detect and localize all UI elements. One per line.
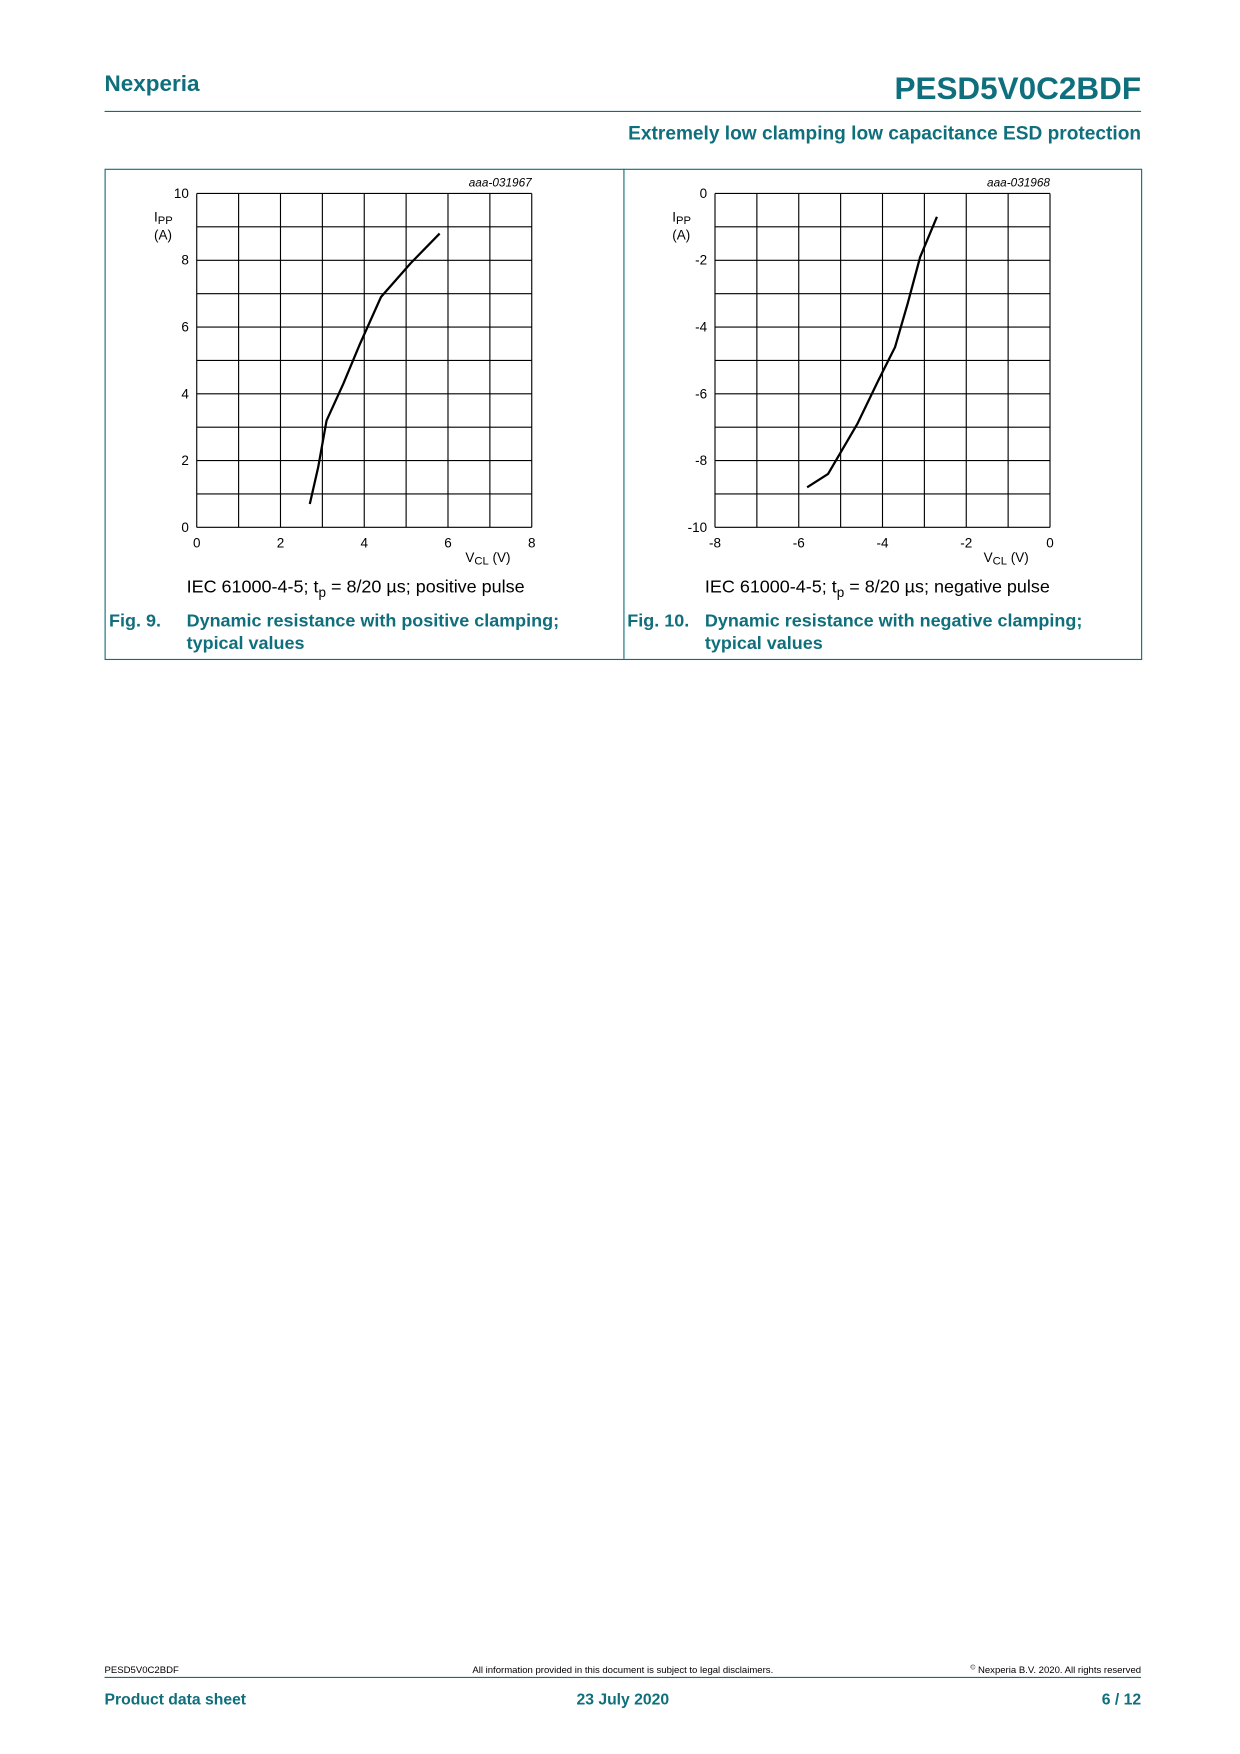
footer-doc-id: PESD5V0C2BDF bbox=[105, 1665, 179, 1676]
y-tick-label: 0 bbox=[181, 520, 189, 535]
footer-page: 6 / 12 bbox=[1102, 1691, 1142, 1708]
y-tick-label: 2 bbox=[181, 453, 189, 468]
x-label-sub: CL bbox=[993, 555, 1007, 567]
figure-title: Dynamic resistance with positive clampin… bbox=[187, 610, 559, 630]
footer-doc-type: Product data sheet bbox=[105, 1691, 247, 1708]
x-tick-label: -4 bbox=[877, 536, 889, 551]
brand: Nexperia bbox=[105, 71, 200, 96]
subtitle: Extremely low clamping low capacitance E… bbox=[628, 124, 1141, 145]
curve bbox=[308, 232, 441, 505]
x-tick-label: 0 bbox=[193, 536, 201, 551]
footer-date: 23 July 2020 bbox=[576, 1691, 669, 1708]
y-tick-label: 4 bbox=[181, 386, 189, 401]
y-axis-label: IPP bbox=[154, 210, 173, 227]
x-tick-label: 4 bbox=[360, 536, 368, 551]
x-tick-label: 8 bbox=[528, 536, 535, 551]
figure-code: aaa-031967 bbox=[469, 176, 532, 190]
condition-sub: p bbox=[318, 585, 326, 600]
y-label-main: I bbox=[154, 210, 158, 225]
x-label-unit: (V) bbox=[489, 550, 511, 565]
x-label-main: V bbox=[465, 550, 474, 565]
x-tick-label: 6 bbox=[444, 536, 451, 551]
copyright-mark: © bbox=[970, 1664, 975, 1672]
x-label-unit: (V) bbox=[1007, 550, 1029, 565]
y-tick-label: -4 bbox=[695, 320, 707, 335]
y-tick-label: 10 bbox=[174, 186, 189, 201]
condition-text: = 8/20 µs; positive pulse bbox=[326, 577, 525, 597]
y-tick-label: 0 bbox=[700, 186, 708, 201]
y-axis-unit: (A) bbox=[154, 228, 172, 243]
figure-label: Fig. 10. bbox=[627, 610, 689, 630]
test-condition: IEC 61000-4-5; tp = 8/20 µs; negative pu… bbox=[705, 577, 1050, 600]
y-axis-label: IPP bbox=[672, 210, 691, 227]
x-tick-label: -2 bbox=[960, 536, 972, 551]
figure-title: typical values bbox=[705, 633, 823, 653]
y-tick-label: 6 bbox=[181, 320, 189, 335]
footer-disclaimer: All information provided in this documen… bbox=[472, 1665, 773, 1676]
x-label-sub: CL bbox=[474, 555, 488, 567]
figure-title: typical values bbox=[187, 633, 305, 653]
y-tick-label: -10 bbox=[688, 520, 708, 535]
y-label-main: I bbox=[672, 210, 676, 225]
x-tick-label: 2 bbox=[277, 536, 285, 551]
y-label-sub: PP bbox=[158, 215, 173, 227]
x-label-main: V bbox=[984, 550, 993, 565]
y-tick-label: -8 bbox=[695, 453, 707, 468]
x-tick-label: 0 bbox=[1046, 536, 1054, 551]
chart: aaa-031968-8 -6 -4 -2 0-10-8-6-4-20IPP(A)VCL… bbox=[627, 176, 1082, 653]
x-tick-label: -6 bbox=[793, 536, 805, 551]
product-name: PESD5V0C2BDF bbox=[894, 71, 1141, 106]
condition-text: = 8/20 µs; negative pulse bbox=[844, 577, 1050, 597]
y-tick-label: -6 bbox=[695, 386, 707, 401]
condition-text: IEC 61000-4-5; t bbox=[187, 577, 319, 597]
figure-label: Fig. 9. bbox=[109, 610, 161, 630]
figure-title: Dynamic resistance with negative clampin… bbox=[705, 610, 1082, 630]
y-axis-unit: (A) bbox=[672, 228, 690, 243]
copyright-text: Nexperia B.V. 2020. All rights reserved bbox=[975, 1665, 1141, 1676]
y-tick-label: 8 bbox=[181, 253, 189, 268]
curve bbox=[806, 216, 938, 489]
test-condition: IEC 61000-4-5; tp = 8/20 µs; positive pu… bbox=[187, 577, 525, 600]
footer-copyright: © Nexperia B.V. 2020. All rights reserve… bbox=[970, 1664, 1141, 1676]
x-axis-label: VCL (V) bbox=[984, 550, 1029, 567]
condition-sub: p bbox=[837, 585, 845, 600]
figure-code: aaa-031968 bbox=[987, 176, 1050, 190]
y-label-sub: PP bbox=[676, 215, 691, 227]
x-tick-label: -8 bbox=[709, 536, 721, 551]
condition-text: IEC 61000-4-5; t bbox=[705, 577, 837, 597]
y-tick-label: -2 bbox=[695, 253, 707, 268]
x-axis-label: VCL (V) bbox=[465, 550, 510, 567]
